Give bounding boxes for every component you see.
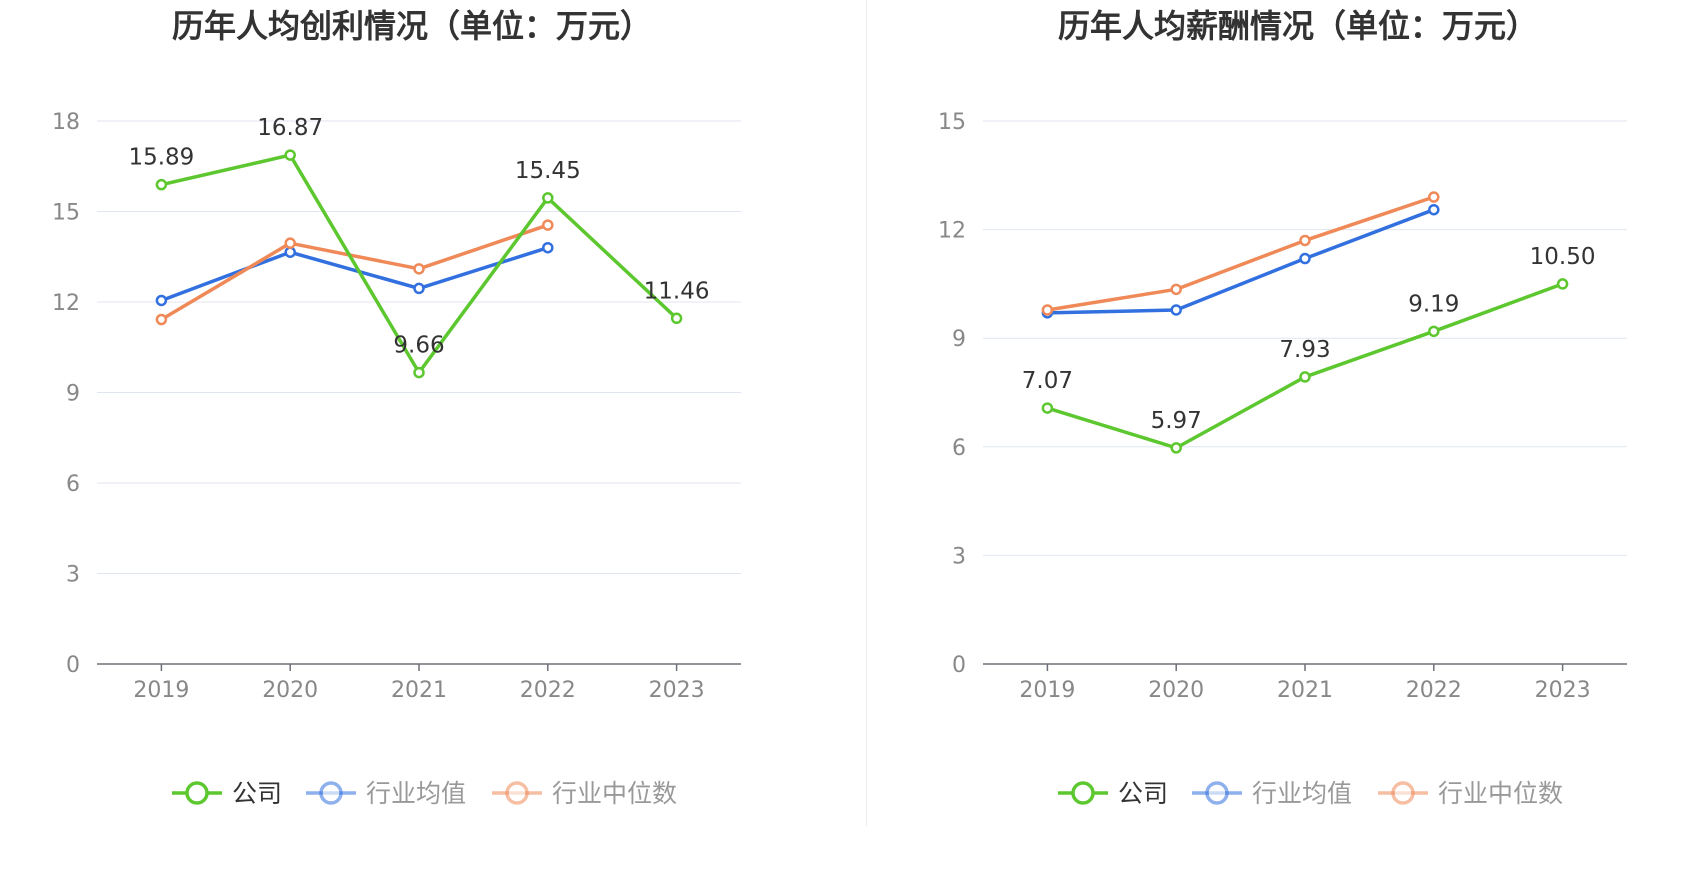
y-tick-label: 0 (952, 653, 966, 678)
x-tick-label: 2019 (1019, 678, 1075, 703)
data-point[interactable] (1299, 252, 1311, 265)
legend-item-1[interactable]: 行业均值 (306, 779, 466, 808)
legend-marker (505, 781, 529, 805)
y-tick-label: 6 (66, 472, 80, 497)
series-line-1 (160, 246, 549, 303)
data-point[interactable] (670, 312, 683, 325)
data-point[interactable] (1556, 278, 1569, 290)
data-point[interactable] (1170, 442, 1182, 454)
x-tick-label: 2020 (262, 678, 318, 703)
data-label: 15.89 (128, 145, 194, 171)
x-tick-label: 2023 (1535, 678, 1591, 703)
data-point[interactable] (1041, 402, 1054, 414)
y-tick-label: 18 (52, 110, 80, 135)
legend-label: 行业均值 (366, 779, 466, 808)
data-label: 7.07 (1022, 368, 1073, 394)
x-tick-label: 2020 (1148, 678, 1204, 703)
chart-title: 历年人均创利情况（单位：万元） (172, 7, 652, 45)
data-point[interactable] (413, 282, 425, 295)
x-tick-label: 2022 (1406, 678, 1462, 703)
chart-title: 历年人均薪酬情况（单位：万元） (1058, 7, 1538, 45)
series-line-2 (160, 223, 549, 322)
legend-label: 行业均值 (1252, 779, 1352, 808)
legend-label: 行业中位数 (1438, 779, 1563, 808)
x-tick-label: 2021 (1277, 678, 1333, 703)
y-tick-label: 3 (952, 544, 966, 569)
x-tick-label: 2021 (391, 678, 447, 703)
legend-marker (319, 781, 343, 805)
legend-label: 公司 (1118, 779, 1168, 808)
series-line-1 (1047, 208, 1435, 315)
data-label: 9.66 (393, 333, 444, 359)
legend-item-2[interactable]: 行业中位数 (1378, 779, 1563, 808)
data-point[interactable] (284, 149, 296, 161)
data-point[interactable] (1170, 304, 1182, 316)
x-tick-label: 2019 (133, 678, 189, 703)
data-point[interactable] (284, 246, 296, 258)
chart-panel-1: 历年人均创利情况（单位：万元） 0 3 6 9 12 15 18 2019 2020 2021 202… (52, 7, 741, 808)
legend-label: 公司 (232, 779, 282, 808)
data-label: 15.45 (515, 158, 581, 184)
legend-marker (1205, 781, 1229, 805)
legend-marker (185, 781, 209, 805)
data-point[interactable] (1299, 234, 1311, 247)
legend-marker (1391, 781, 1415, 805)
y-tick-label: 12 (938, 219, 966, 244)
data-point[interactable] (155, 178, 168, 191)
data-point[interactable] (1299, 371, 1311, 383)
y-tick-label: 15 (52, 201, 80, 226)
data-point[interactable] (1428, 191, 1440, 203)
data-point[interactable] (1170, 283, 1182, 296)
data-point[interactable] (1041, 304, 1054, 316)
data-point[interactable] (284, 237, 296, 249)
series-line-0 (1046, 282, 1564, 450)
y-tick-label: 15 (938, 110, 966, 135)
data-point[interactable] (542, 219, 554, 231)
data-point[interactable] (155, 294, 168, 307)
data-label: 10.50 (1530, 244, 1596, 270)
data-point[interactable] (413, 263, 425, 275)
legend-item-0[interactable]: 公司 (172, 779, 282, 808)
legend-item-1[interactable]: 行业均值 (1192, 779, 1352, 808)
y-tick-label: 3 (66, 563, 80, 588)
legend-marker (1071, 781, 1095, 805)
x-tick-label: 2022 (520, 678, 576, 703)
data-label: 16.87 (257, 115, 323, 141)
legend-item-0[interactable]: 公司 (1058, 779, 1168, 808)
legend-label: 行业中位数 (552, 779, 677, 808)
chart-panel-2: 历年人均薪酬情况（单位：万元） 0 3 6 9 12 15 2019 2020 2021 2022 2… (938, 7, 1627, 808)
x-tick-label: 2023 (649, 678, 705, 703)
data-label: 7.93 (1279, 337, 1330, 363)
data-point[interactable] (413, 366, 425, 379)
data-point[interactable] (542, 192, 554, 204)
y-tick-label: 0 (66, 653, 80, 678)
panel-divider (866, 0, 867, 826)
series-line-2 (1047, 195, 1435, 312)
data-point[interactable] (1428, 325, 1440, 338)
legend-item-2[interactable]: 行业中位数 (492, 779, 677, 808)
data-label: 11.46 (644, 278, 710, 304)
y-tick-label: 12 (52, 291, 80, 316)
y-tick-label: 9 (952, 327, 966, 352)
data-point[interactable] (542, 241, 554, 254)
data-label: 5.97 (1151, 408, 1202, 434)
data-point[interactable] (1428, 203, 1440, 216)
y-tick-label: 9 (66, 382, 80, 407)
y-tick-label: 6 (952, 436, 966, 461)
data-label: 9.19 (1408, 291, 1459, 317)
data-point[interactable] (155, 313, 168, 326)
